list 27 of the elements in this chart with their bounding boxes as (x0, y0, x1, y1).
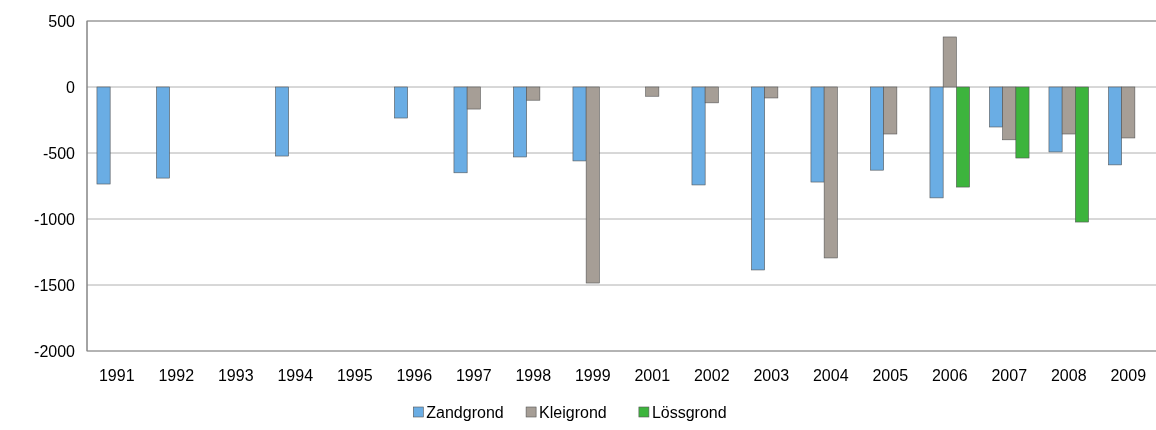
x-tick-label: 2005 (872, 367, 909, 384)
y-tick-label: -1000 (34, 210, 76, 228)
x-tick-label: 2008 (1050, 367, 1087, 384)
x-tick-label: 1996 (396, 367, 433, 384)
x-tick-label: 2009 (1110, 367, 1147, 384)
legend-label: Lössgrond (651, 404, 727, 421)
y-tick-label: -500 (42, 144, 76, 162)
legend-label: Zandgrond (426, 404, 504, 421)
x-tick-label: 1992 (158, 367, 195, 384)
legend-label: Kleigrond (539, 404, 607, 421)
y-tick-label: 500 (48, 12, 76, 30)
y-tick-label: 0 (66, 78, 76, 96)
x-tick-label: 1993 (217, 367, 254, 384)
x-tick-label: 2001 (634, 367, 671, 384)
x-tick-label: 2003 (753, 367, 790, 384)
x-tick-label: 1995 (336, 367, 373, 384)
x-tick-label: 1999 (574, 367, 611, 384)
x-tick-label: 2002 (693, 367, 730, 384)
x-tick-label: 1991 (98, 367, 135, 384)
x-tick-label: 2004 (812, 367, 849, 384)
y-tick-label: -1500 (34, 276, 76, 294)
x-tick-label: 2006 (931, 367, 968, 384)
y-tick-label: -2000 (34, 342, 76, 360)
x-tick-label: 2007 (991, 367, 1028, 384)
x-tick-label: 1994 (277, 367, 314, 384)
x-tick-label: 1998 (515, 367, 552, 384)
x-tick-label: 1997 (455, 367, 492, 384)
